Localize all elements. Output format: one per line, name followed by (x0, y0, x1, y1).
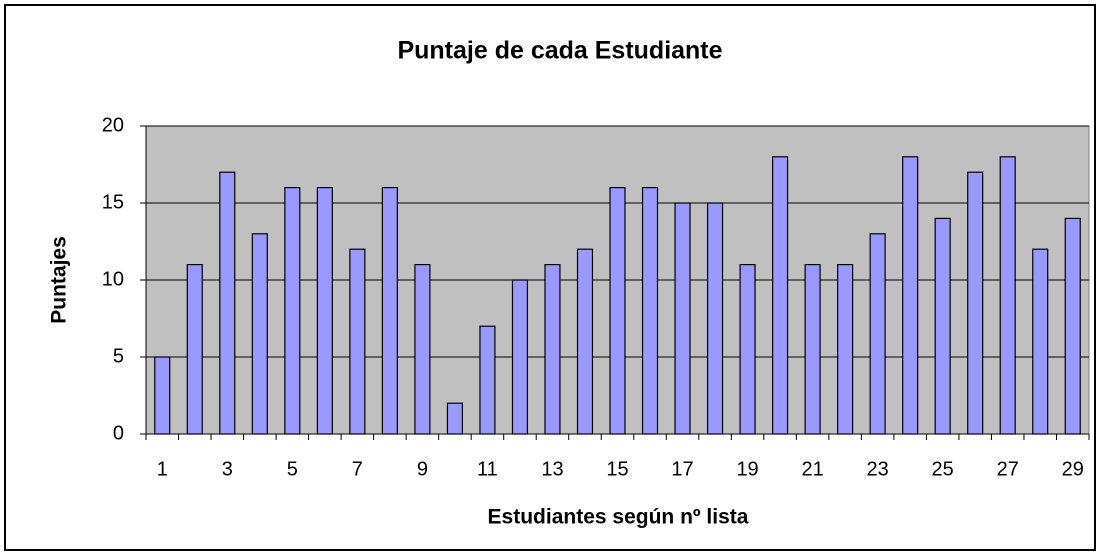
y-axis-label: Puntajes (48, 236, 71, 324)
bar (739, 264, 756, 435)
bar (674, 202, 691, 435)
bar (316, 187, 333, 435)
chart-title: Puntaje de cada Estudiante (397, 37, 722, 65)
bar (609, 187, 626, 435)
x-tick-label: 1 (157, 458, 168, 480)
bar (869, 233, 886, 435)
bar (772, 156, 789, 435)
bar (999, 156, 1016, 435)
bar (934, 217, 951, 435)
bar (837, 264, 854, 435)
x-tick-label: 23 (867, 458, 889, 480)
y-tick-label: 20 (102, 114, 124, 136)
x-tick-label: 5 (287, 458, 298, 480)
x-tick-label: 19 (736, 458, 758, 480)
bar (219, 171, 236, 435)
bar (967, 171, 984, 435)
bar (511, 279, 529, 435)
x-tick-label: 29 (1062, 458, 1084, 480)
x-tick-label: 3 (222, 458, 233, 480)
bar (1032, 248, 1049, 435)
x-tick-label: 25 (932, 458, 954, 480)
x-tick-label: 9 (417, 458, 428, 480)
bar (381, 187, 398, 435)
x-tick-label: 13 (541, 458, 563, 480)
bar (349, 248, 366, 435)
x-tick-label: 11 (477, 458, 498, 480)
x-tick-label: 17 (671, 458, 693, 480)
y-tick-label: 0 (113, 422, 124, 444)
bar (284, 187, 301, 435)
bar (902, 156, 919, 435)
bar (641, 187, 659, 435)
x-tick-label: 7 (352, 458, 363, 480)
bar (544, 264, 561, 435)
bar (414, 264, 431, 435)
x-tick-label: 27 (997, 458, 1019, 480)
bar (154, 356, 171, 435)
y-tick-label: 5 (113, 345, 124, 367)
bar (1064, 217, 1081, 435)
x-tick-label: 21 (801, 458, 823, 480)
bar (479, 325, 496, 435)
bar (186, 264, 203, 435)
bar (576, 248, 594, 435)
x-axis-label: Estudiantes según nº lista (488, 506, 749, 529)
bar (706, 202, 724, 435)
bar (251, 233, 268, 435)
x-tick-label: 15 (606, 458, 628, 480)
bar (446, 402, 463, 435)
y-tick-label: 15 (102, 191, 124, 213)
bar (804, 264, 821, 435)
y-tick-label: 10 (102, 268, 124, 290)
